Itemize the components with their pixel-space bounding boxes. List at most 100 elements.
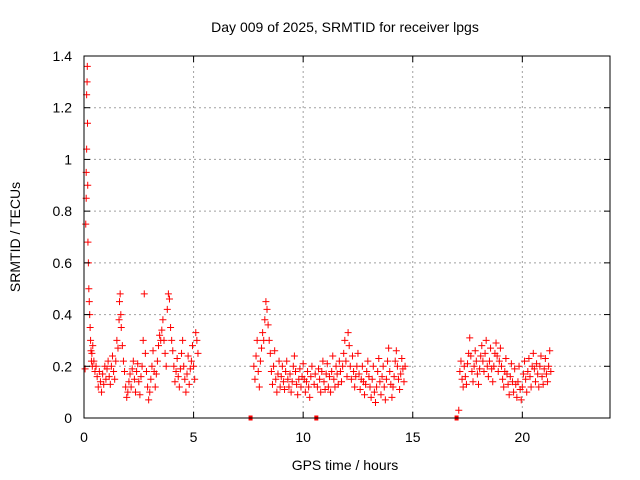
data-point xyxy=(181,375,189,383)
y-tick-label: 0.6 xyxy=(53,255,73,271)
data-point xyxy=(479,357,487,365)
data-point xyxy=(99,370,107,378)
data-point xyxy=(457,357,465,365)
data-point xyxy=(362,380,370,388)
data-point xyxy=(511,365,519,373)
data-point xyxy=(289,362,297,370)
data-point xyxy=(500,383,508,391)
data-point xyxy=(506,373,514,381)
data-point xyxy=(85,285,93,293)
data-point xyxy=(255,383,263,391)
data-point xyxy=(83,62,91,70)
data-point xyxy=(499,375,507,383)
data-points xyxy=(81,62,555,421)
data-point xyxy=(110,367,118,375)
data-point xyxy=(140,290,148,298)
plot-frame xyxy=(83,55,611,419)
data-point xyxy=(164,290,172,298)
data-point xyxy=(84,119,92,127)
data-point xyxy=(351,383,359,391)
y-tick-label: 1 xyxy=(64,151,72,167)
axis-ticks: 0 5 10 15 20 0 0.2 0.4 0.6 0.8 1 1.2 1.4 xyxy=(53,48,610,445)
x-tick-label: 15 xyxy=(405,429,421,445)
data-point xyxy=(179,336,187,344)
data-point xyxy=(307,373,315,381)
data-point xyxy=(544,378,552,386)
data-point xyxy=(193,336,201,344)
data-point xyxy=(388,393,396,401)
y-tick-label: 1.4 xyxy=(53,48,73,64)
data-point xyxy=(108,352,116,360)
data-point xyxy=(86,324,94,331)
data-point xyxy=(90,357,98,365)
data-point xyxy=(283,357,291,365)
data-point xyxy=(495,357,503,365)
data-point xyxy=(139,336,147,344)
data-point xyxy=(88,349,96,357)
data-point xyxy=(171,378,179,386)
data-point xyxy=(256,357,264,365)
data-point xyxy=(125,378,133,386)
y-tick-label: 0.4 xyxy=(53,307,73,323)
data-point xyxy=(144,383,152,391)
data-point xyxy=(155,342,163,350)
data-point xyxy=(175,383,183,391)
data-point xyxy=(354,349,362,357)
data-point xyxy=(271,347,279,355)
data-point xyxy=(284,375,292,383)
data-point xyxy=(536,362,544,370)
data-point xyxy=(285,383,293,391)
data-point xyxy=(515,362,523,370)
data-point xyxy=(281,386,289,394)
data-point xyxy=(510,388,518,396)
data-point xyxy=(341,336,349,344)
data-point xyxy=(117,324,125,331)
data-point xyxy=(396,386,404,394)
data-point xyxy=(377,391,385,399)
data-point xyxy=(541,355,549,363)
data-point xyxy=(304,367,312,375)
data-point xyxy=(320,378,328,386)
data-point xyxy=(519,370,527,378)
data-point xyxy=(461,373,469,381)
data-point xyxy=(162,362,170,370)
data-point xyxy=(332,362,340,370)
data-point xyxy=(481,349,489,357)
data-point xyxy=(262,298,270,306)
data-point xyxy=(188,342,196,350)
data-point xyxy=(158,326,166,334)
x-tick-label: 20 xyxy=(515,429,531,445)
data-point xyxy=(393,362,401,370)
data-point xyxy=(489,378,497,386)
data-point xyxy=(367,393,375,401)
data-point xyxy=(340,349,348,357)
data-point xyxy=(496,344,504,352)
data-point xyxy=(145,396,153,404)
data-point xyxy=(484,373,492,381)
data-point xyxy=(464,360,472,368)
data-point xyxy=(266,349,274,357)
data-point xyxy=(265,336,273,344)
data-point xyxy=(531,378,539,386)
data-point xyxy=(297,383,305,391)
data-point xyxy=(168,336,176,344)
data-point xyxy=(116,298,124,306)
data-point xyxy=(468,367,476,375)
data-point xyxy=(107,362,115,370)
data-point xyxy=(263,305,271,313)
data-point xyxy=(100,380,108,388)
data-point xyxy=(319,357,327,365)
data-point xyxy=(535,383,543,391)
data-point xyxy=(527,383,535,391)
data-point xyxy=(483,362,491,370)
data-point xyxy=(521,357,529,365)
data-point xyxy=(529,349,537,357)
chart-title: Day 009 of 2025, SRMTID for receiver lpg… xyxy=(211,19,479,35)
data-point xyxy=(136,391,144,399)
data-point xyxy=(288,378,296,386)
data-point xyxy=(492,339,500,347)
data-point xyxy=(470,362,478,370)
data-point xyxy=(398,355,406,363)
y-tick-label: 1.2 xyxy=(53,100,73,116)
data-point xyxy=(373,383,381,391)
